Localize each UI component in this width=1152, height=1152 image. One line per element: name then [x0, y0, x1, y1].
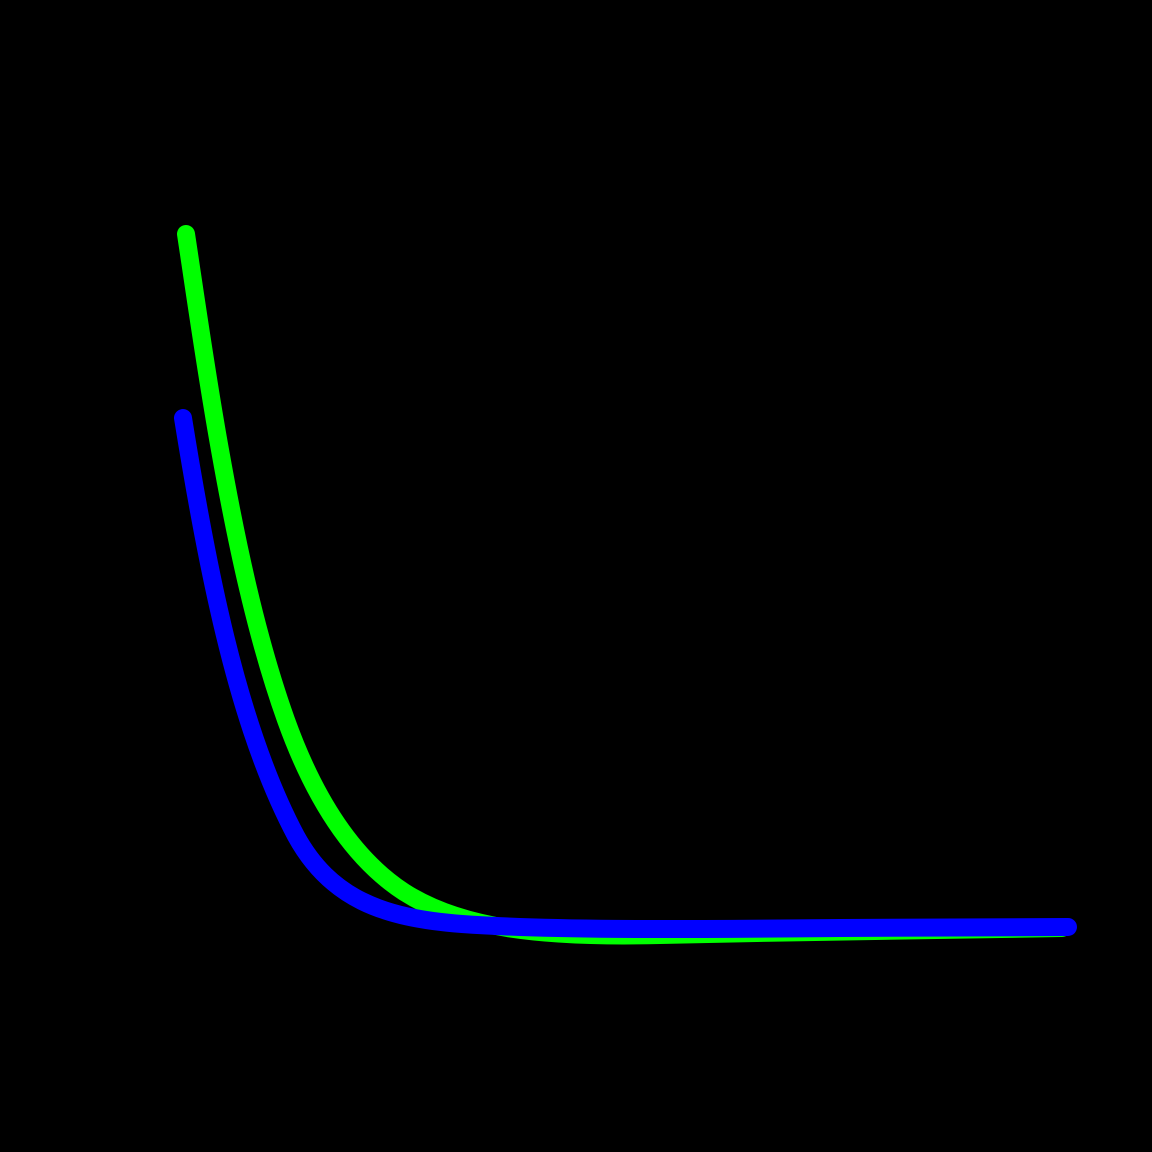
- series-group: [174, 225, 1077, 945]
- blue-decay-curve: [174, 409, 1077, 939]
